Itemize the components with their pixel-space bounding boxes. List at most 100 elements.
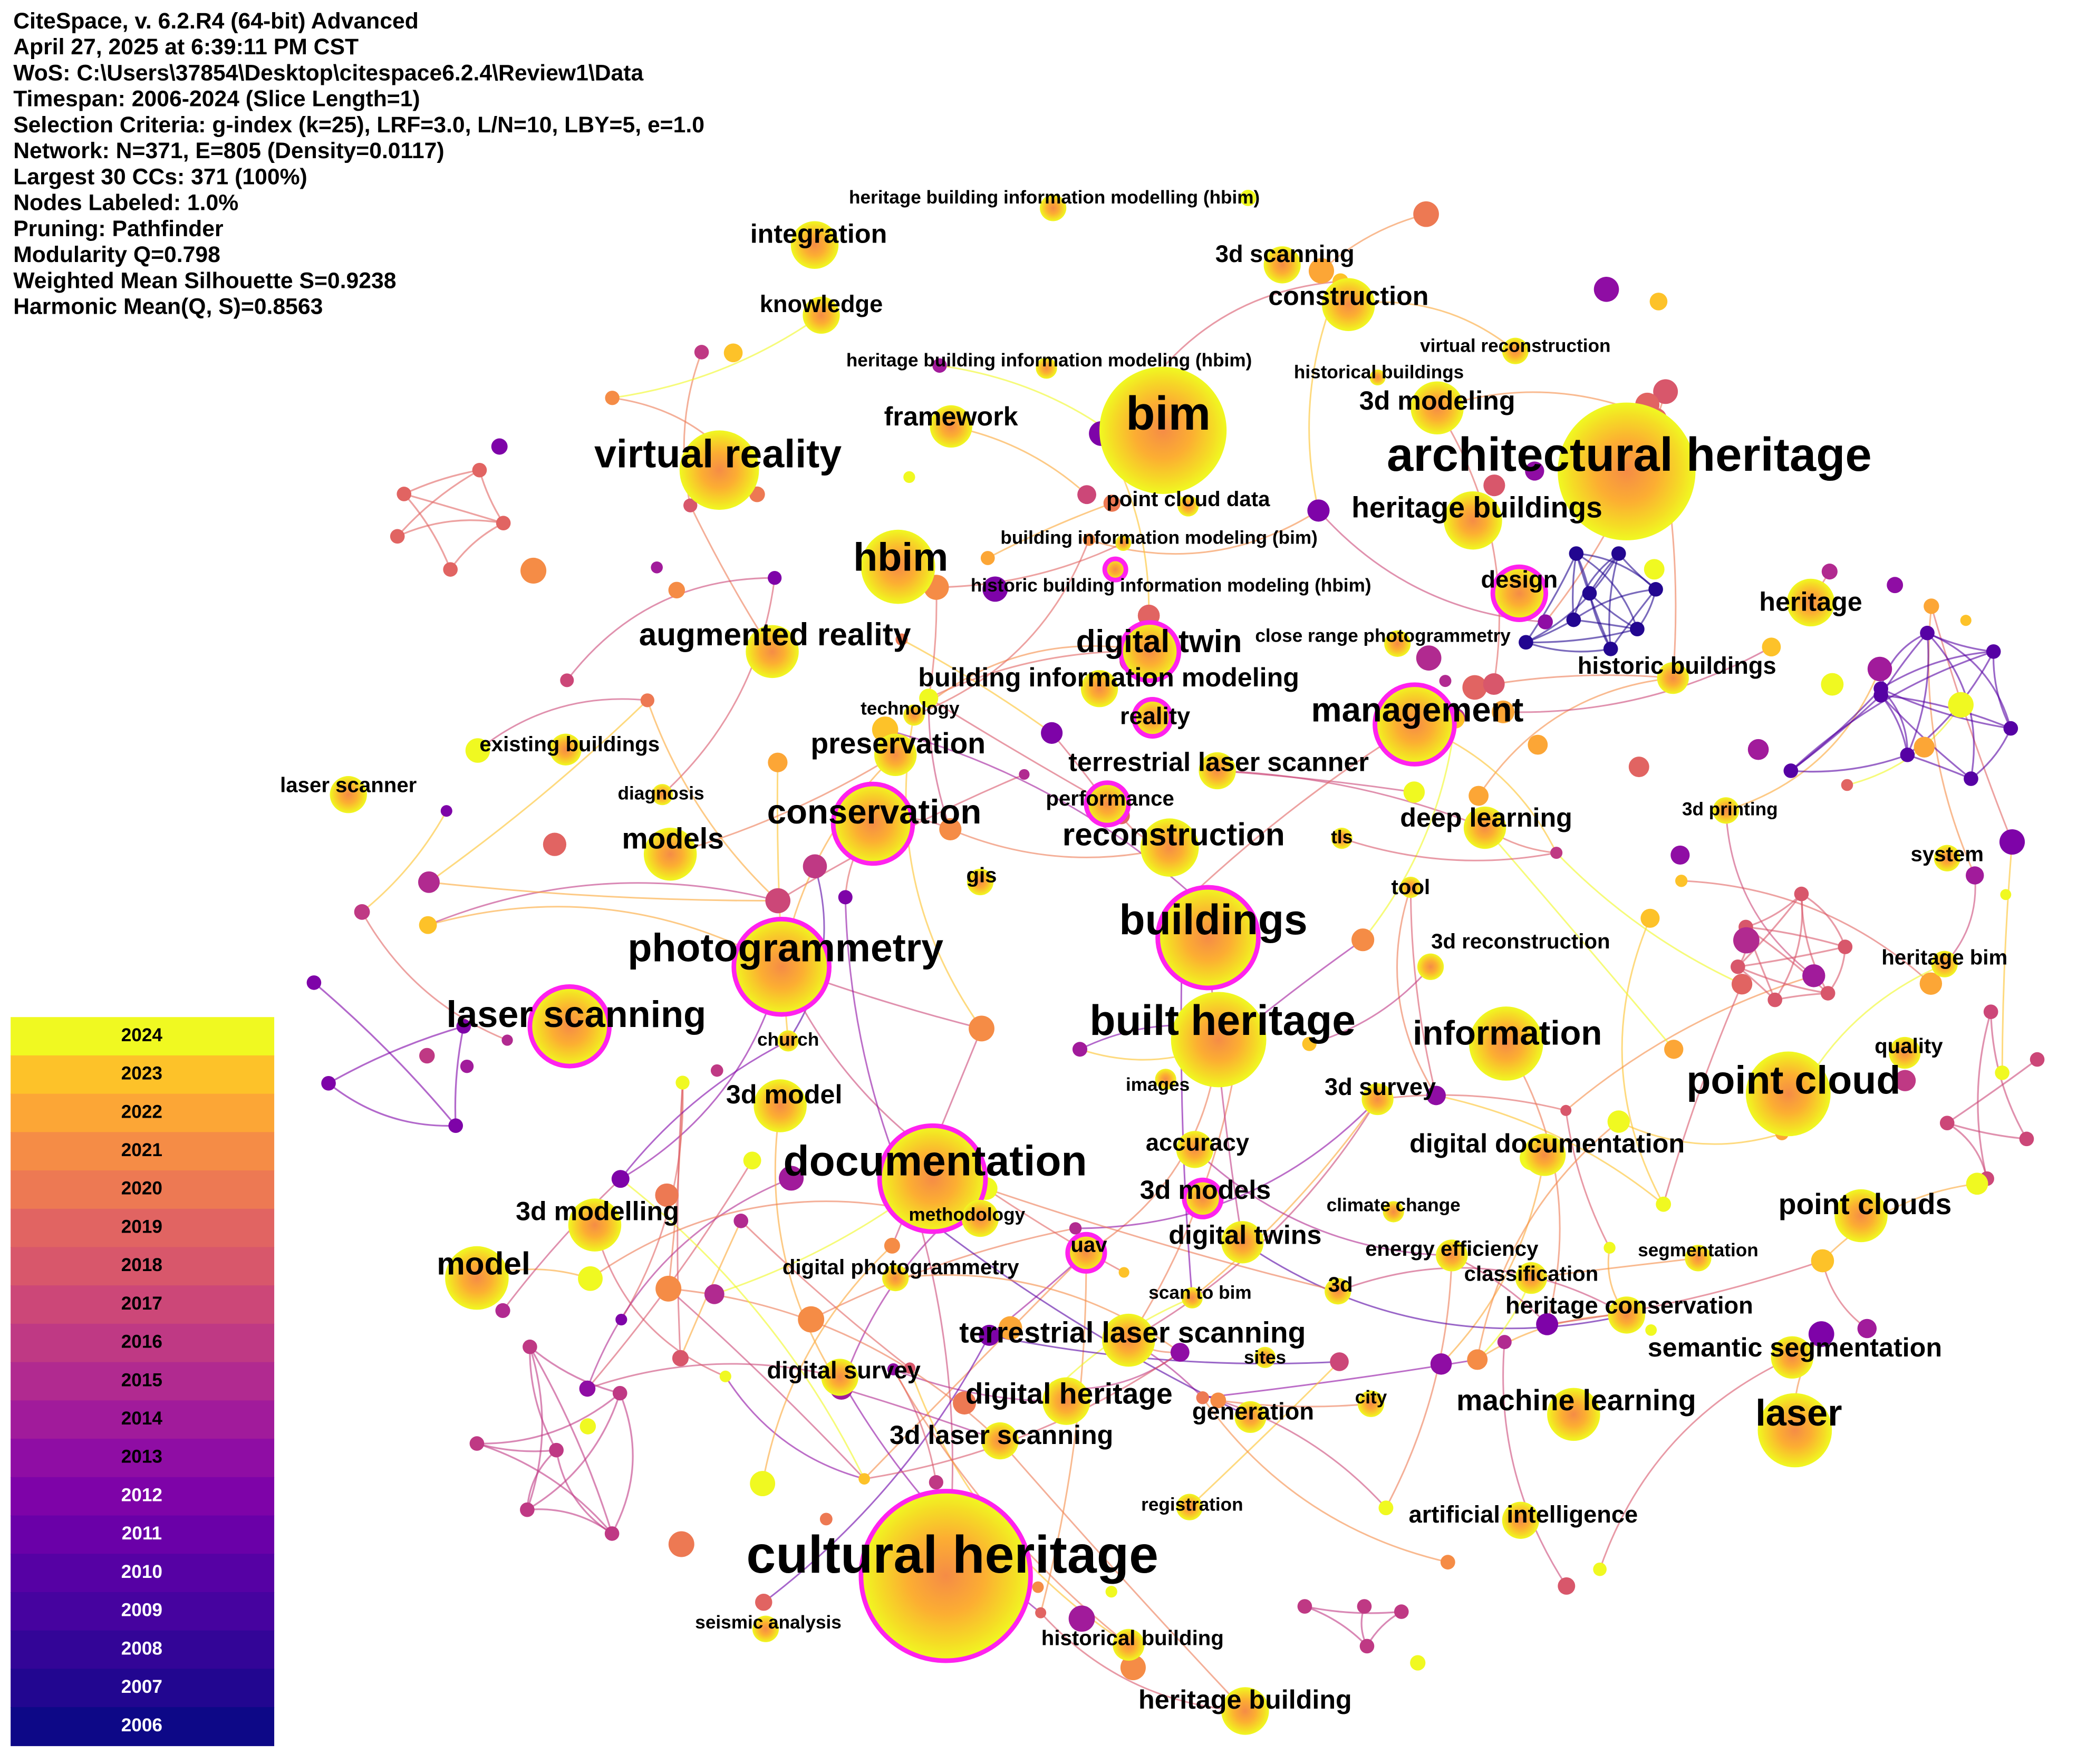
node <box>496 516 511 531</box>
node-label: digital photogrammetry <box>783 1255 1019 1279</box>
legend-swatch <box>11 1247 275 1286</box>
node <box>1483 474 1505 497</box>
node <box>579 1380 596 1397</box>
node <box>919 689 939 708</box>
node <box>1041 722 1063 744</box>
node <box>1841 779 1853 791</box>
node-label: documentation <box>784 1137 1087 1185</box>
edge <box>1947 1122 2027 1140</box>
node <box>1920 625 1935 641</box>
node <box>1413 201 1439 227</box>
node <box>1240 190 1257 206</box>
node <box>1176 1494 1203 1520</box>
edge <box>1202 1397 1448 1563</box>
legend-year: 2011 <box>122 1523 162 1544</box>
node <box>904 1362 916 1374</box>
edge <box>1217 770 1415 793</box>
edge <box>913 645 1150 716</box>
node <box>1550 847 1563 859</box>
edge <box>1927 632 1994 653</box>
node <box>1757 1393 1832 1468</box>
edge <box>449 522 504 570</box>
node <box>611 1170 630 1188</box>
edge <box>1556 852 1743 985</box>
node <box>1924 598 1939 614</box>
edge <box>1737 946 1846 968</box>
node <box>1873 687 1888 703</box>
node <box>1731 974 1753 995</box>
edge <box>477 698 648 751</box>
node-label: point cloud data <box>1106 487 1270 511</box>
header-line: WoS: C:\Users\37854\Desktop\citespace6.2… <box>13 60 644 85</box>
edge <box>1189 1361 1340 1508</box>
node <box>884 1237 900 1254</box>
node <box>1640 908 1660 928</box>
node <box>838 890 853 905</box>
node-label: heritage building information modelling … <box>849 187 1260 208</box>
node <box>1155 885 1261 991</box>
edge <box>428 906 782 968</box>
node <box>1383 1201 1404 1223</box>
header-line: April 27, 2025 at 6:39:11 PM CST <box>13 34 359 60</box>
node <box>877 1123 988 1234</box>
node-label: generation <box>1192 1398 1314 1424</box>
node <box>419 916 437 934</box>
node-label: images <box>1126 1074 1190 1095</box>
node-label: heritage buildings <box>1351 491 1602 524</box>
node <box>858 1473 870 1485</box>
node-label: photogrammetry <box>627 926 943 970</box>
legend-swatch <box>11 1362 275 1401</box>
legend-year: 2009 <box>121 1600 162 1621</box>
legend-swatch <box>11 1630 275 1670</box>
node <box>746 625 799 679</box>
node <box>710 1064 723 1077</box>
node <box>1497 1335 1512 1350</box>
node <box>1430 1353 1452 1375</box>
node-label: system <box>1910 842 1984 866</box>
node-label: digital survey <box>767 1356 921 1383</box>
edge <box>1970 728 2012 780</box>
node <box>1914 736 1935 758</box>
node-label: quality <box>1875 1034 1943 1058</box>
node-label: city <box>1355 1387 1387 1408</box>
edge <box>1525 641 1611 653</box>
edge <box>1663 984 1743 1205</box>
edge <box>1946 1059 2038 1124</box>
node <box>1889 1036 1921 1069</box>
node-label: uav <box>1070 1233 1107 1256</box>
node <box>755 1593 772 1611</box>
edge <box>1992 651 2012 729</box>
node-label: digital heritage <box>965 1377 1173 1410</box>
node <box>1416 645 1442 671</box>
node <box>719 1370 731 1382</box>
edge <box>1880 694 1908 755</box>
node <box>903 471 915 483</box>
edge <box>529 1346 621 1394</box>
edge <box>429 881 778 902</box>
edge <box>1477 677 1673 797</box>
edge <box>1621 918 1665 1205</box>
edge <box>612 314 822 399</box>
node <box>448 1118 463 1133</box>
node <box>1783 763 1799 778</box>
node <box>1439 675 1452 687</box>
edge <box>478 470 505 524</box>
node-label: point cloud <box>1686 1058 1900 1102</box>
node-label: existing buildings <box>479 732 660 756</box>
node <box>723 343 743 363</box>
node <box>640 693 654 707</box>
edge <box>1337 1267 1627 1316</box>
node <box>768 752 788 772</box>
edge <box>1745 926 1846 948</box>
edge <box>587 1363 841 1390</box>
node <box>1502 1501 1540 1539</box>
node <box>2000 889 2012 900</box>
node <box>1670 845 1690 865</box>
node-label: buildings <box>1119 896 1307 944</box>
node <box>1931 951 1958 977</box>
node <box>1834 1189 1888 1243</box>
legend-year: 2010 <box>121 1562 162 1582</box>
legend-swatch <box>11 1515 275 1555</box>
node <box>1983 1004 1998 1019</box>
node-label: seismic analysis <box>695 1612 842 1633</box>
